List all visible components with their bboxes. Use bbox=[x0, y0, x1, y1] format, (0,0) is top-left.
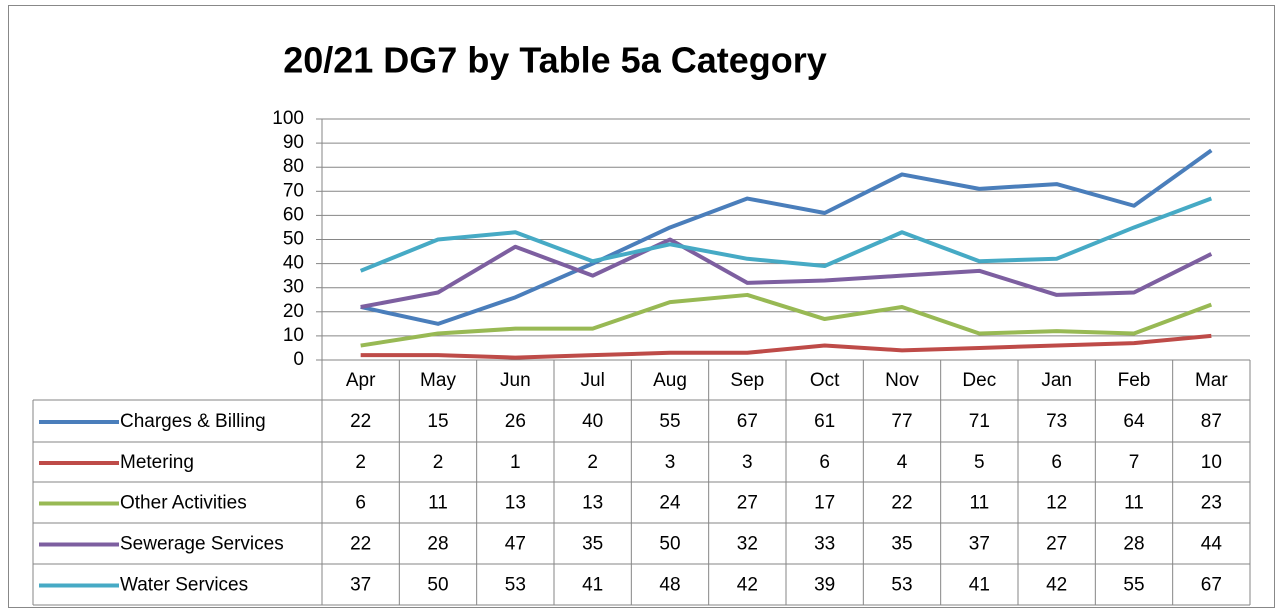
table-value: 2 bbox=[433, 452, 444, 473]
table-value: 77 bbox=[891, 411, 912, 432]
table-value: 4 bbox=[897, 452, 908, 473]
table-value: 39 bbox=[814, 575, 835, 596]
table-value: 42 bbox=[737, 575, 758, 596]
legend-label: Water Services bbox=[120, 575, 248, 596]
table-value: 13 bbox=[582, 493, 603, 514]
table-value: 15 bbox=[427, 411, 448, 432]
table-value: 22 bbox=[350, 411, 371, 432]
table-value: 6 bbox=[355, 493, 366, 514]
series-line bbox=[360, 292, 1213, 348]
table-value: 7 bbox=[1129, 452, 1140, 473]
series-line bbox=[360, 237, 1213, 309]
x-tick-label: Feb bbox=[1118, 370, 1151, 391]
x-tick-label: Jan bbox=[1041, 370, 1072, 391]
table-value: 10 bbox=[1201, 452, 1222, 473]
table-value: 27 bbox=[1046, 534, 1067, 555]
legend-label: Metering bbox=[120, 452, 194, 473]
table-value: 13 bbox=[505, 493, 526, 514]
table-value: 40 bbox=[582, 411, 603, 432]
table-value: 61 bbox=[814, 411, 835, 432]
table-value: 48 bbox=[659, 575, 680, 596]
x-tick-label: Sep bbox=[730, 370, 764, 391]
table-value: 37 bbox=[350, 575, 371, 596]
table-value: 11 bbox=[969, 493, 989, 514]
y-tick-label: 0 bbox=[293, 349, 304, 370]
y-tick-label: 60 bbox=[283, 204, 304, 225]
table-value: 11 bbox=[1124, 493, 1144, 514]
series-line bbox=[360, 148, 1213, 326]
table-value: 28 bbox=[427, 534, 448, 555]
table-value: 73 bbox=[1046, 411, 1067, 432]
table-value: 23 bbox=[1201, 493, 1222, 514]
table-value: 42 bbox=[1046, 575, 1067, 596]
table-value: 2 bbox=[355, 452, 366, 473]
table-value: 50 bbox=[659, 534, 680, 555]
table-value: 47 bbox=[505, 534, 526, 555]
legend-label: Other Activities bbox=[120, 493, 247, 514]
table-value: 12 bbox=[1046, 493, 1067, 514]
table-value: 11 bbox=[428, 493, 448, 514]
table-value: 6 bbox=[819, 452, 830, 473]
table-value: 35 bbox=[582, 534, 603, 555]
table-value: 27 bbox=[737, 493, 758, 514]
x-tick-label: Mar bbox=[1195, 370, 1228, 391]
y-tick-label: 50 bbox=[283, 229, 304, 250]
y-tick-label: 100 bbox=[272, 108, 304, 129]
table-value: 2 bbox=[587, 452, 598, 473]
y-tick-label: 90 bbox=[283, 132, 304, 153]
table-value: 6 bbox=[1051, 452, 1062, 473]
y-tick-label: 70 bbox=[283, 180, 304, 201]
table-value: 41 bbox=[582, 575, 603, 596]
table-value: 50 bbox=[427, 575, 448, 596]
table-value: 5 bbox=[974, 452, 985, 473]
table-value: 71 bbox=[969, 411, 990, 432]
x-tick-label: Oct bbox=[810, 370, 840, 391]
legend-label: Charges & Billing bbox=[120, 411, 266, 432]
legend-label: Sewerage Services bbox=[120, 534, 284, 555]
y-tick-label: 10 bbox=[283, 325, 304, 346]
x-tick-label: Jun bbox=[500, 370, 531, 391]
table-value: 64 bbox=[1123, 411, 1145, 432]
table-value: 17 bbox=[814, 493, 835, 514]
x-tick-label: Apr bbox=[346, 370, 376, 391]
series-line bbox=[359, 196, 1213, 273]
table-value: 55 bbox=[659, 411, 680, 432]
table-value: 37 bbox=[969, 534, 990, 555]
table-value: 28 bbox=[1123, 534, 1144, 555]
table-value: 87 bbox=[1201, 411, 1222, 432]
x-tick-label: Aug bbox=[653, 370, 687, 391]
x-tick-label: May bbox=[420, 370, 456, 391]
table-value: 44 bbox=[1201, 534, 1223, 555]
table-value: 22 bbox=[891, 493, 912, 514]
table-value: 1 bbox=[510, 452, 521, 473]
series-line bbox=[360, 333, 1212, 360]
table-value: 32 bbox=[737, 534, 758, 555]
table-value: 55 bbox=[1123, 575, 1144, 596]
y-tick-label: 80 bbox=[283, 156, 304, 177]
y-tick-label: 40 bbox=[283, 253, 304, 274]
table-value: 26 bbox=[505, 411, 526, 432]
y-tick-label: 20 bbox=[283, 301, 304, 322]
table-value: 53 bbox=[891, 575, 912, 596]
table-value: 35 bbox=[891, 534, 912, 555]
x-tick-label: Nov bbox=[885, 370, 919, 391]
y-tick-label: 30 bbox=[283, 277, 304, 298]
chart-border bbox=[8, 5, 1275, 608]
x-tick-label: Jul bbox=[581, 370, 605, 391]
table-value: 41 bbox=[969, 575, 990, 596]
x-tick-label: Dec bbox=[962, 370, 996, 391]
table-value: 3 bbox=[742, 452, 753, 473]
table-value: 67 bbox=[1201, 575, 1222, 596]
table-value: 53 bbox=[505, 575, 526, 596]
chart-title: 20/21 DG7 by Table 5a Category bbox=[283, 40, 827, 81]
table-value: 33 bbox=[814, 534, 835, 555]
table-value: 3 bbox=[665, 452, 676, 473]
table-value: 24 bbox=[659, 493, 681, 514]
table-value: 22 bbox=[350, 534, 371, 555]
table-value: 67 bbox=[737, 411, 758, 432]
